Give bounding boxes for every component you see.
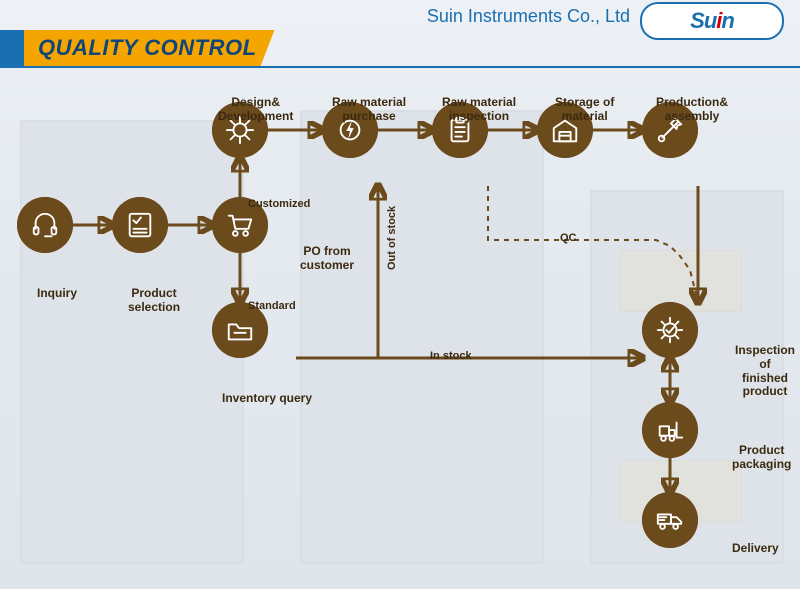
node-label-storage: Storage ofmaterial bbox=[555, 96, 614, 124]
node-label-product_selection: Productselection bbox=[128, 287, 180, 315]
folder-icon bbox=[225, 315, 255, 345]
forklift-icon bbox=[655, 415, 685, 445]
node-label-packaging: Productpackaging bbox=[732, 444, 791, 472]
node-label-inquiry: Inquiry bbox=[37, 287, 77, 301]
node-label-inventory: Inventory query bbox=[222, 392, 312, 406]
page-title: QUALITY CONTROL bbox=[38, 35, 257, 61]
edge-label: Standard bbox=[248, 300, 296, 312]
gearcheck-icon bbox=[655, 315, 685, 345]
node-product_selection bbox=[112, 197, 168, 253]
header-divider bbox=[0, 66, 800, 68]
node-label-design: Design&Development bbox=[218, 96, 293, 124]
node-packaging bbox=[642, 402, 698, 458]
truck-icon bbox=[655, 505, 685, 535]
node-inspection_fin bbox=[642, 302, 698, 358]
edge-label: Customized bbox=[248, 198, 310, 210]
checklist-icon bbox=[125, 210, 155, 240]
node-delivery bbox=[642, 492, 698, 548]
node-label-inspection_fin: Inspection offinished product bbox=[730, 344, 800, 399]
node-label-purchase: Raw materialpurchase bbox=[332, 96, 406, 124]
company-name: Suin Instruments Co., Ltd bbox=[427, 6, 630, 27]
quality-control-diagram: Suin Instruments Co., Ltd Suin QUALITY C… bbox=[0, 0, 800, 589]
page-title-banner: QUALITY CONTROL bbox=[0, 30, 280, 66]
node-label-inspection_raw: Raw materialinspection bbox=[442, 96, 516, 124]
edge-label: QC bbox=[560, 232, 577, 244]
node-label-production: Production&assembly bbox=[656, 96, 728, 124]
node-label-po: PO fromcustomer bbox=[300, 245, 354, 273]
headset-icon bbox=[30, 210, 60, 240]
edge-label: Out of stock bbox=[386, 206, 398, 270]
node-label-delivery: Delivery bbox=[732, 542, 779, 556]
cart-icon bbox=[225, 210, 255, 240]
node-inquiry bbox=[17, 197, 73, 253]
edge-label: In stock bbox=[430, 350, 472, 362]
company-logo: Suin bbox=[640, 2, 784, 40]
